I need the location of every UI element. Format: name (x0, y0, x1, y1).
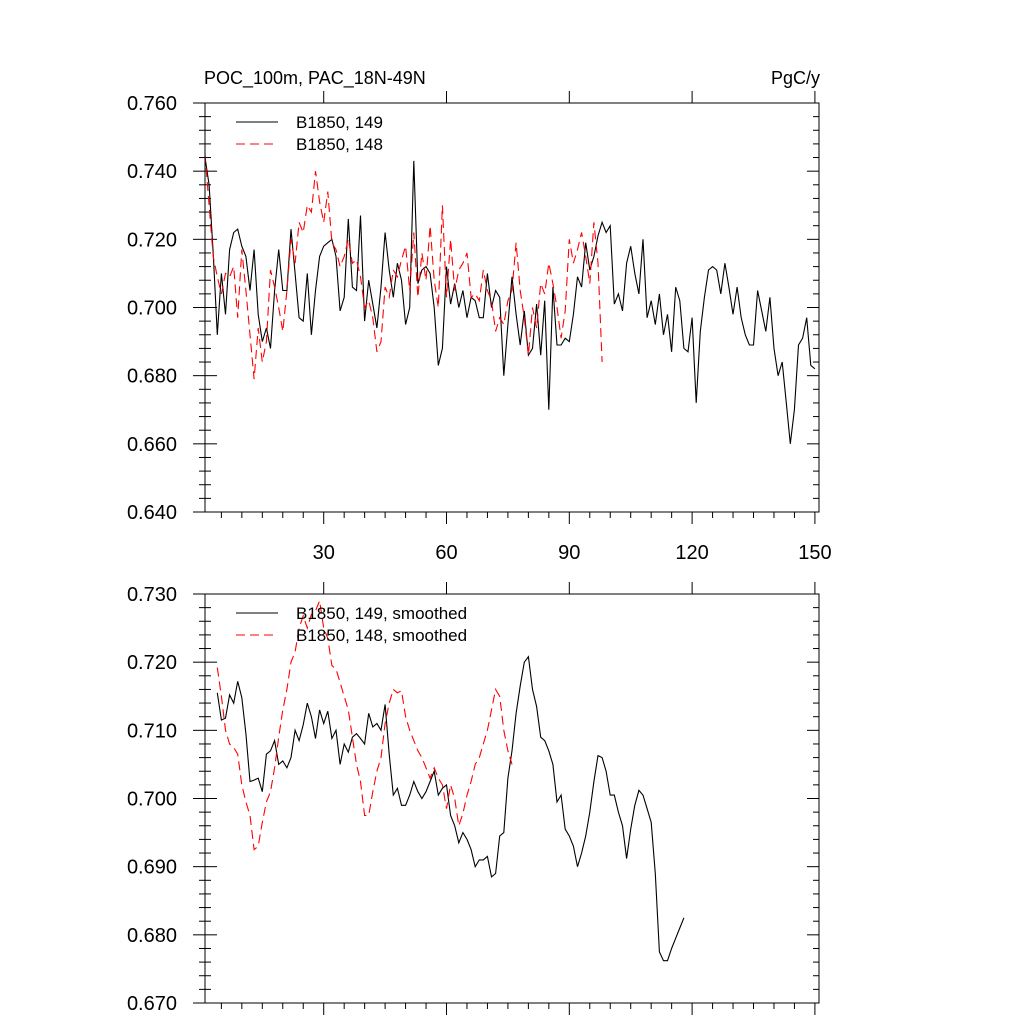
x-tick-label: 60 (435, 542, 457, 564)
panel-bottom: 0.670 0.680 0.690 0.700 0.710 0.720 0.730 B185… (127, 582, 820, 1015)
legend-label-1: B1850, 148 (296, 135, 383, 154)
top-chart-units: PgC/y (771, 68, 820, 88)
legend-label-0: B1850, 149 (296, 113, 383, 132)
x-tick-label: 150 (798, 542, 831, 564)
y-tick-label: 0.720 (127, 229, 177, 251)
y-tick-label: 0.740 (127, 161, 177, 183)
top-plot-frame (204, 102, 820, 513)
x-tick-label: 30 (313, 542, 335, 564)
top-legend: B1850, 149 B1850, 148 (236, 113, 383, 154)
bottom-plot-frame (204, 593, 820, 1004)
panel-top: POC_100m, PAC_18N-49N PgC/y 0.6400.6600.… (127, 68, 832, 564)
top-ticks: 0.640 0.660 0.680 0.700 0.720 0.740 0.760 30 60 9… (127, 91, 832, 564)
bottom-ticks: 0.670 0.680 0.690 0.700 0.710 0.720 0.730 (127, 582, 819, 1015)
y-tick-label: 0.760 (127, 93, 177, 115)
y-tick-label: 0.640 (127, 502, 177, 524)
legend-label-0: B1850, 149, smoothed (296, 604, 467, 623)
top-series (204, 154, 816, 444)
y-tick-label: 0.730 (127, 584, 177, 606)
bottom-legend: B1850, 149, smoothed B1850, 148, smoothed (236, 604, 467, 645)
top-chart-title: POC_100m, PAC_18N-49N (204, 68, 426, 89)
x-tick-label: 120 (675, 542, 708, 564)
y-tick-label: 0.680 (127, 925, 177, 947)
y-tick-label: 0.690 (127, 857, 177, 879)
x-tick-label: 90 (558, 542, 580, 564)
y-tick-label: 0.670 (127, 993, 177, 1015)
series-line-1 (204, 154, 603, 380)
bottom-series (216, 598, 685, 962)
y-tick-label: 0.680 (127, 366, 177, 388)
series-line-1 (216, 598, 513, 851)
y-tick-label: 0.700 (127, 298, 177, 320)
y-tick-label: 0.720 (127, 652, 177, 674)
y-tick-label: 0.710 (127, 720, 177, 742)
series-line-0 (216, 655, 685, 962)
y-tick-label: 0.660 (127, 434, 177, 456)
legend-label-1: B1850, 148, smoothed (296, 626, 467, 645)
y-tick-label: 0.700 (127, 789, 177, 811)
series-line-0 (204, 157, 816, 444)
